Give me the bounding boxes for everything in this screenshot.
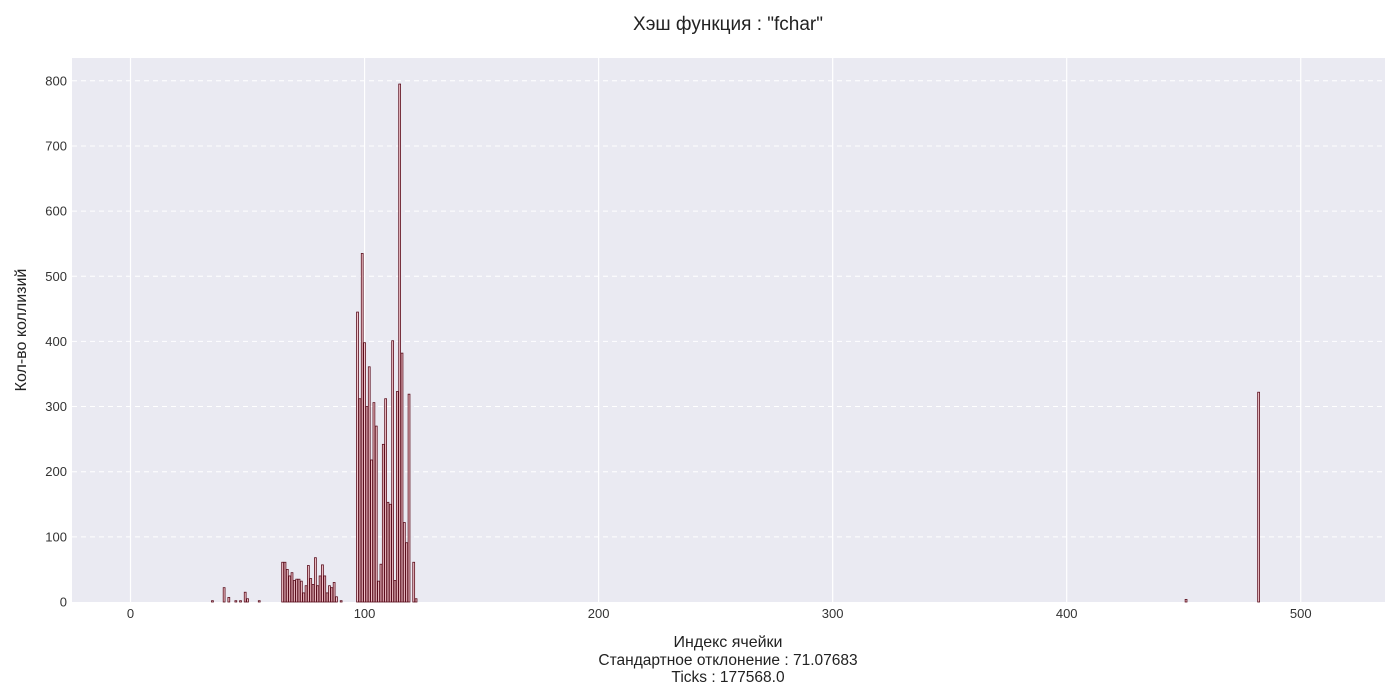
histogram-bar <box>314 557 317 603</box>
y-tick-label: 0 <box>60 595 67 610</box>
histogram-bar <box>400 352 404 603</box>
histogram-bar <box>339 600 343 603</box>
histogram-bar <box>374 425 378 603</box>
histogram-bar <box>239 600 242 603</box>
histogram-bar <box>372 402 376 603</box>
histogram-bar <box>257 600 261 603</box>
y-tick-label: 500 <box>45 269 67 284</box>
y-tick-label: 800 <box>45 73 67 88</box>
histogram-bar <box>395 391 399 603</box>
histogram-bar <box>360 253 364 603</box>
x-tick-label: 500 <box>1290 606 1312 621</box>
x-tick-label: 400 <box>1056 606 1078 621</box>
histogram-bar <box>403 522 406 603</box>
histogram-bar <box>398 83 402 603</box>
ticks-label: Ticks : 177568.0 <box>671 669 785 686</box>
histogram-bar <box>304 585 308 603</box>
histogram-bar <box>391 340 394 603</box>
y-tick-label: 700 <box>45 138 67 153</box>
x-tick-label: 300 <box>822 606 844 621</box>
histogram-bar <box>367 366 371 603</box>
histogram-bar <box>377 580 380 603</box>
histogram-bar <box>388 503 392 603</box>
x-tick-label: 0 <box>127 606 134 621</box>
histogram-bar <box>293 580 296 603</box>
histogram-bar <box>211 600 214 603</box>
histogram-bar <box>328 585 331 603</box>
histogram-bar <box>393 580 397 603</box>
histogram-bar <box>381 443 385 603</box>
histogram-bar <box>356 311 359 603</box>
histogram-bar <box>386 501 390 603</box>
histogram-bar <box>290 572 294 603</box>
histogram-bar <box>285 569 289 603</box>
histogram-bar <box>318 575 322 603</box>
histogram-bar <box>295 578 299 603</box>
histogram-bar <box>412 561 416 603</box>
histogram-bar <box>281 561 284 603</box>
x-tick-label: 100 <box>354 606 376 621</box>
y-axis-label: Кол-во коллизий <box>13 269 30 392</box>
y-tick-label: 400 <box>45 334 67 349</box>
histogram-bar <box>323 575 327 603</box>
histogram-bar <box>297 578 301 603</box>
histogram-bar <box>363 342 366 603</box>
histogram-bar <box>414 598 418 603</box>
y-tick-label: 100 <box>45 529 67 544</box>
histogram-bar <box>246 598 249 603</box>
histogram-bar <box>379 563 383 603</box>
plot-area <box>72 58 1385 602</box>
histogram-bar <box>227 597 231 603</box>
y-tick-labels: 0 100 200 300 400 500 600 700 800 <box>45 73 67 609</box>
bars <box>211 83 1260 603</box>
histogram-bar <box>1257 391 1260 603</box>
histogram-bar <box>234 600 238 603</box>
histogram-bar <box>283 561 287 603</box>
histogram-bar <box>325 592 329 603</box>
chart-title: Хэш функция : "fchar" <box>633 14 823 35</box>
histogram-bar <box>321 564 324 603</box>
histogram-bar <box>384 398 387 603</box>
histogram-bar <box>309 578 313 603</box>
histogram-bar <box>288 575 291 603</box>
histogram-bar <box>311 584 315 603</box>
histogram-bar <box>405 542 409 603</box>
histogram-bar <box>330 587 334 603</box>
histogram-bar <box>300 580 303 603</box>
histogram-bar <box>307 565 310 603</box>
histogram-bar <box>316 585 320 603</box>
histogram-bar <box>335 596 338 603</box>
y-tick-label: 300 <box>45 399 67 414</box>
histogram-bar <box>407 393 411 603</box>
x-grid <box>129 58 1302 602</box>
histogram-bar <box>222 587 226 603</box>
y-tick-label: 200 <box>45 464 67 479</box>
y-tick-label: 600 <box>45 204 67 219</box>
histogram-bar <box>370 459 373 603</box>
y-grid <box>72 80 1385 538</box>
histogram-bar <box>243 591 247 603</box>
histogram-bar <box>332 582 336 603</box>
x-tick-label: 200 <box>588 606 610 621</box>
std-deviation-label: Стандартное отклонение : 71.07683 <box>598 652 857 669</box>
histogram-bar <box>358 398 362 603</box>
x-tick-labels: 0 100 200 300 400 500 <box>127 606 1312 621</box>
histogram-bar <box>1184 598 1188 603</box>
histogram-bar <box>365 406 369 603</box>
x-axis-label: Индекс ячейки <box>674 634 783 651</box>
histogram-bar <box>302 592 306 603</box>
